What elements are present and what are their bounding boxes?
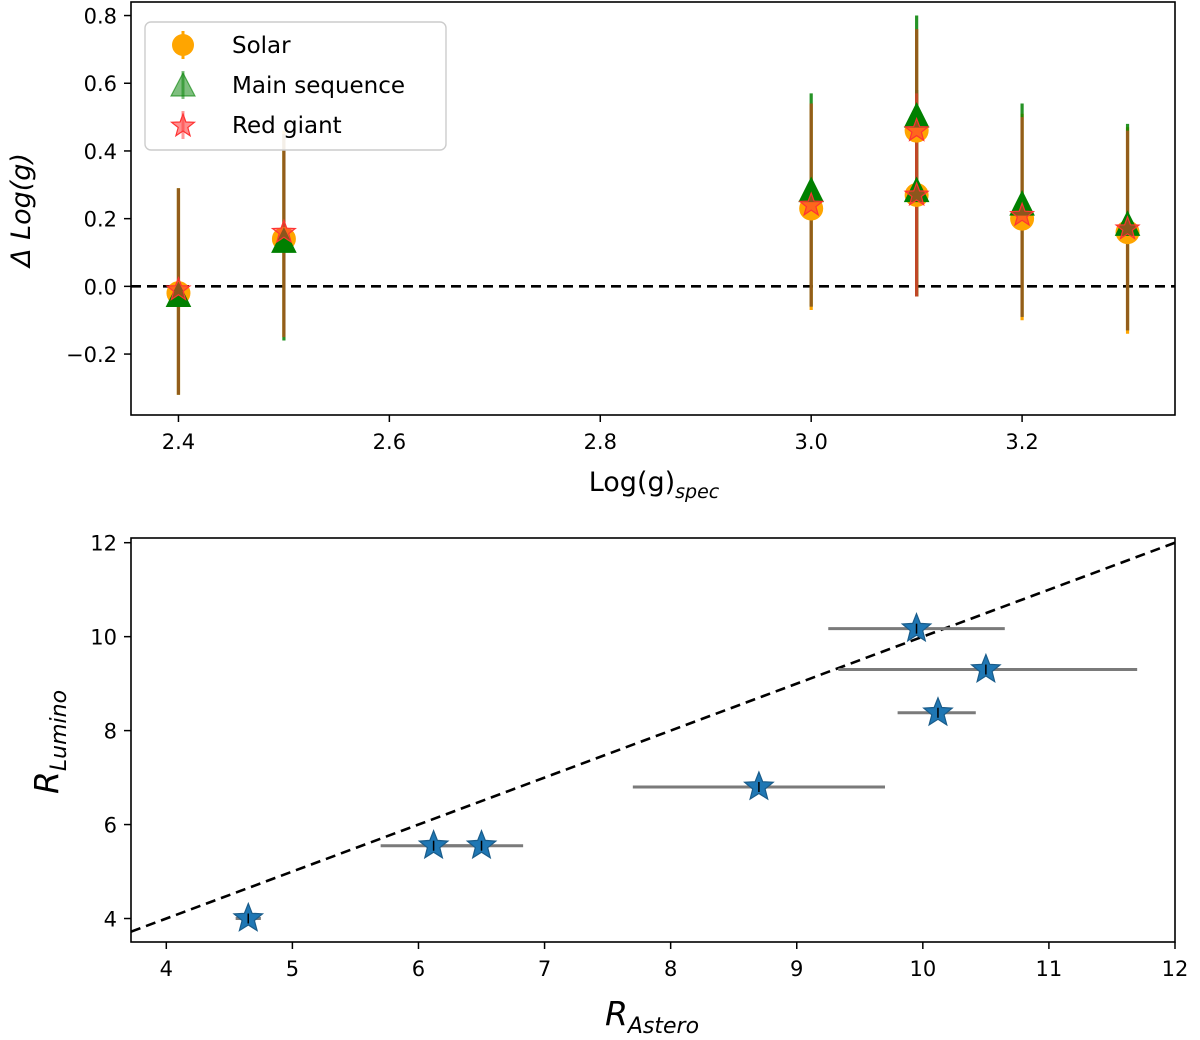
top-y-tick-label: 0.4 — [84, 140, 117, 164]
bottom-x-tick-label: 5 — [286, 957, 299, 981]
bottom-y-axis-label: RLumino — [27, 690, 72, 794]
top-y-tick-label: 0.6 — [84, 72, 117, 96]
bottom-x-tick-label: 10 — [909, 957, 936, 981]
bottom-x-tick-label: 12 — [1162, 957, 1189, 981]
point-red-giant — [903, 116, 930, 142]
top-y-tick-label: −0.2 — [66, 343, 117, 367]
bottom-plot-frame — [130, 537, 1176, 943]
bottom-x-tick-label: 8 — [664, 957, 677, 981]
bottom-error-bars — [235, 627, 1138, 921]
point-red-giant — [165, 275, 192, 301]
top-x-tick-label: 3.2 — [1005, 430, 1038, 454]
legend-main-sequence-label: Main sequence — [232, 73, 405, 99]
bottom-y-tick-label: 4 — [104, 908, 117, 932]
top-y-axis-label: Δ Log(g) — [6, 153, 37, 269]
legend-item-solar: Solar — [172, 31, 291, 59]
top-panel: 2.4 2.6 2.8 3.0 3.2 −0.2 0.0 0.2 0.4 0.6 0.8 Solar… — [6, 1, 1176, 503]
point-red-giant — [1009, 201, 1036, 227]
bottom-y-axis-label-main: R — [27, 771, 66, 794]
point-red-giant — [798, 191, 825, 217]
bottom-y-tick-label: 8 — [104, 720, 117, 744]
bottom-y-tick-label: 12 — [90, 532, 117, 556]
legend-red-giant-label: Red giant — [232, 113, 342, 139]
bottom-x-axis-label-main: R — [605, 994, 628, 1033]
bottom-axis-ticks: 4 5 6 7 8 9 10 11 12 4 6 8 10 12 — [90, 532, 1188, 981]
legend-solar-label: Solar — [232, 33, 291, 59]
top-x-axis-label-main: Log(g) — [589, 467, 675, 498]
legend-box — [144, 21, 447, 151]
bottom-y-tick-label: 10 — [90, 626, 117, 650]
top-x-tick-label: 2.8 — [584, 430, 617, 454]
legend: Solar Main sequence Red giant — [144, 21, 447, 151]
legend-solar-marker — [172, 34, 194, 56]
top-x-axis-label: Log(g)spec — [589, 467, 720, 503]
top-y-tick-label: 0.0 — [84, 275, 117, 299]
bottom-x-tick-label: 9 — [790, 957, 803, 981]
top-x-axis-label-subscript: spec — [675, 481, 720, 503]
bottom-x-tick-label: 6 — [412, 957, 425, 981]
top-y-tick-label: 0.2 — [84, 208, 117, 232]
legend-red-giant-marker — [169, 112, 197, 138]
bottom-y-tick-label: 6 — [104, 814, 117, 838]
legend-main-sequence-marker — [170, 71, 196, 97]
point-red-giant — [270, 218, 297, 244]
point-red-giant — [903, 181, 930, 207]
point-red-giant — [1114, 215, 1141, 240]
top-x-tick-label: 2.6 — [373, 430, 406, 454]
top-axis-ticks: 2.4 2.6 2.8 3.0 3.2 −0.2 0.0 0.2 0.4 0.6 0.8 — [66, 5, 1039, 454]
bottom-x-axis-label: RAstero — [605, 994, 699, 1039]
top-plot-frame — [130, 1, 1176, 416]
top-x-tick-label: 2.4 — [162, 430, 195, 454]
top-markers — [165, 101, 1141, 308]
legend-item-main-sequence: Main sequence — [170, 71, 405, 99]
bottom-x-tick-label: 7 — [538, 957, 551, 981]
bottom-x-tick-label: 4 — [160, 957, 173, 981]
top-x-tick-label: 3.0 — [794, 430, 827, 454]
bottom-x-tick-label: 11 — [1036, 957, 1063, 981]
one-to-one-reference-line — [130, 541, 1176, 933]
bottom-y-axis-label-subscript: Lumino — [47, 690, 72, 771]
legend-item-red-giant: Red giant — [169, 111, 342, 139]
top-y-tick-label: 0.8 — [84, 5, 117, 29]
bottom-markers — [232, 612, 1002, 932]
bottom-x-axis-label-subscript: Astero — [626, 1014, 699, 1039]
